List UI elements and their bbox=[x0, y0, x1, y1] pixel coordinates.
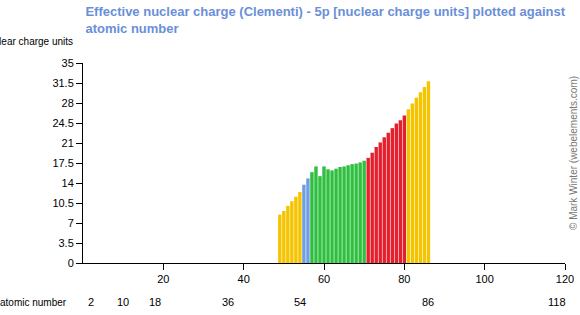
svg-text:40: 40 bbox=[238, 273, 250, 285]
svg-text:24.5: 24.5 bbox=[52, 117, 73, 129]
svg-text:20: 20 bbox=[157, 273, 169, 285]
svg-text:100: 100 bbox=[475, 273, 493, 285]
svg-text:10: 10 bbox=[117, 296, 129, 308]
svg-text:2: 2 bbox=[88, 296, 94, 308]
svg-text:Effective nuclear charge (Clem: Effective nuclear charge (Clementi) - 5p… bbox=[85, 4, 565, 36]
svg-text:© Mark Winter (webelements.com: © Mark Winter (webelements.com) bbox=[568, 76, 579, 230]
svg-text:nuclear charge units: nuclear charge units bbox=[0, 36, 73, 47]
svg-text:120: 120 bbox=[556, 273, 574, 285]
svg-text:21: 21 bbox=[62, 137, 74, 149]
svg-text:10.5: 10.5 bbox=[52, 197, 73, 209]
svg-text:54: 54 bbox=[294, 296, 306, 308]
svg-text:17.5: 17.5 bbox=[52, 157, 73, 169]
svg-text:3.5: 3.5 bbox=[59, 237, 74, 249]
svg-text:7: 7 bbox=[68, 217, 74, 229]
svg-text:14: 14 bbox=[62, 177, 74, 189]
svg-text:36: 36 bbox=[222, 296, 234, 308]
svg-text:60: 60 bbox=[318, 273, 330, 285]
svg-text:0: 0 bbox=[68, 257, 74, 269]
svg-text:86: 86 bbox=[422, 296, 434, 308]
svg-text:atomic number: atomic number bbox=[0, 297, 67, 308]
svg-text:118: 118 bbox=[548, 296, 566, 308]
svg-text:28: 28 bbox=[62, 97, 74, 109]
svg-text:35: 35 bbox=[62, 57, 74, 69]
svg-text:18: 18 bbox=[149, 296, 161, 308]
svg-text:31.5: 31.5 bbox=[52, 77, 73, 89]
svg-text:80: 80 bbox=[398, 273, 410, 285]
